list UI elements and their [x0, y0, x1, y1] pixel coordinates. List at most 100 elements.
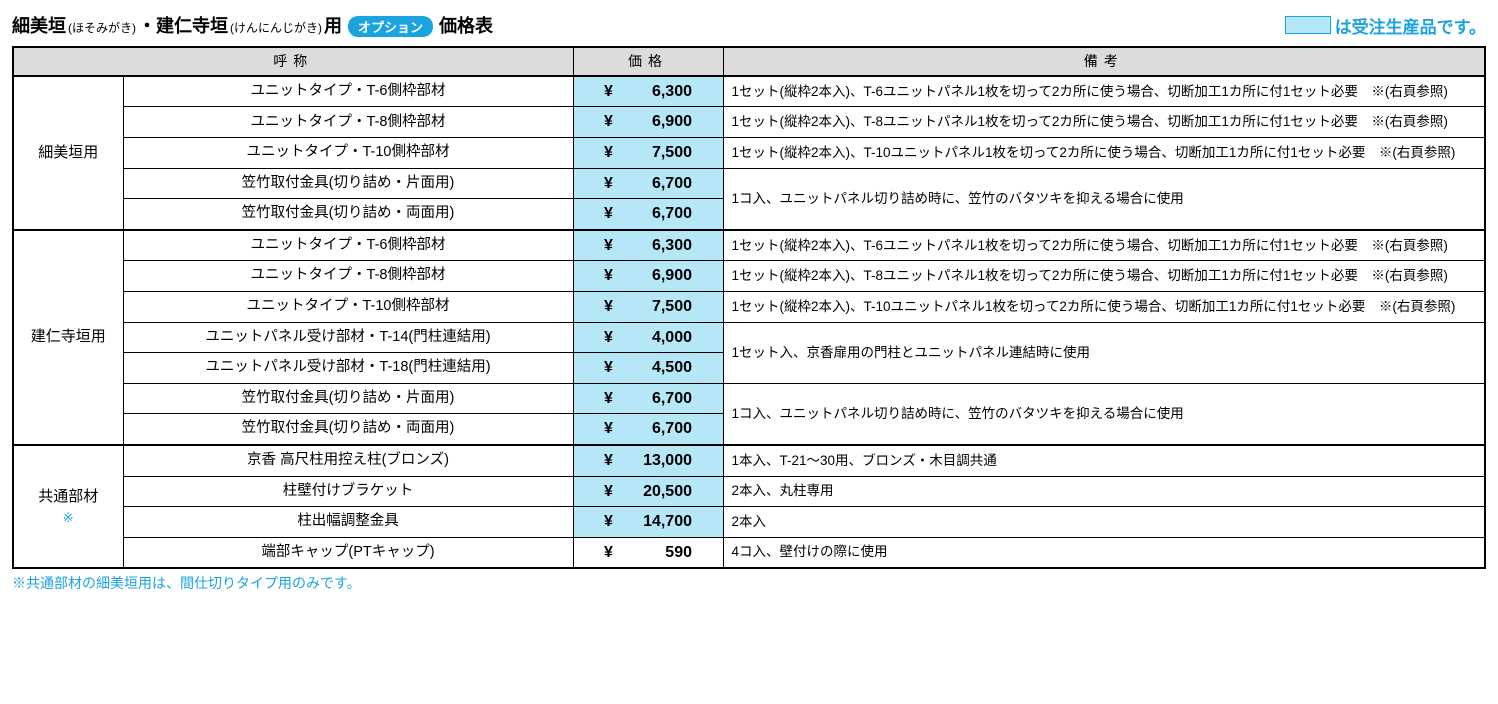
- item-name: 柱壁付けブラケット: [123, 476, 573, 507]
- table-row: 柱出幅調整金具¥14,7002本入: [13, 507, 1485, 538]
- yen-symbol: ¥: [604, 142, 622, 164]
- table-row: 端部キャップ(PTキャップ)¥5904コ入、壁付けの際に使用: [13, 537, 1485, 568]
- title-part-0-ruby: (ほそみがき): [68, 19, 136, 36]
- item-price: ¥13,000: [573, 445, 723, 476]
- table-row: 建仁寺垣用ユニットタイプ・T-6側枠部材¥6,3001セット(縦枠2本入)、T-…: [13, 230, 1485, 261]
- title-part-0-bold: 細美垣: [12, 12, 66, 38]
- category-cell: 建仁寺垣用: [13, 230, 123, 445]
- item-name: 笠竹取付金具(切り詰め・片面用): [123, 383, 573, 414]
- item-name: ユニットタイプ・T-10側枠部材: [123, 292, 573, 323]
- table-row: 笠竹取付金具(切り詰め・片面用)¥6,7001コ入、ユニットパネル切り詰め時に、…: [13, 168, 1485, 199]
- page-title: 細美垣 (ほそみがき) ・建仁寺垣 (けんにんじがき) 用 オプション 価格表: [12, 12, 493, 38]
- item-price: ¥6,900: [573, 107, 723, 138]
- item-note: 4コ入、壁付けの際に使用: [723, 537, 1485, 568]
- col-name-header: 呼称: [13, 47, 573, 76]
- price-amount: 6,700: [622, 203, 692, 225]
- price-amount: 6,700: [622, 388, 692, 410]
- item-name: ユニットパネル受け部材・T-18(門柱連結用): [123, 353, 573, 384]
- item-note: 1セット入、京香扉用の門柱とユニットパネル連結時に使用: [723, 322, 1485, 383]
- item-name: ユニットタイプ・T-8側枠部材: [123, 261, 573, 292]
- title-part-2-bold: 用: [324, 12, 342, 38]
- item-name: 端部キャップ(PTキャップ): [123, 537, 573, 568]
- price-table: 呼称 価格 備考 細美垣用ユニットタイプ・T-6側枠部材¥6,3001セット(縦…: [12, 46, 1486, 569]
- title-suffix: 価格表: [439, 12, 493, 38]
- price-table-body: 細美垣用ユニットタイプ・T-6側枠部材¥6,3001セット(縦枠2本入)、T-6…: [13, 76, 1485, 569]
- item-name: ユニットパネル受け部材・T-14(門柱連結用): [123, 322, 573, 353]
- item-price: ¥7,500: [573, 138, 723, 169]
- item-price: ¥6,300: [573, 230, 723, 261]
- table-row: 柱壁付けブラケット¥20,5002本入、丸柱専用: [13, 476, 1485, 507]
- table-row: 笠竹取付金具(切り詰め・片面用)¥6,7001コ入、ユニットパネル切り詰め時に、…: [13, 383, 1485, 414]
- price-amount: 6,900: [622, 111, 692, 133]
- item-name: 笠竹取付金具(切り詰め・片面用): [123, 168, 573, 199]
- title-part-1-ruby: (けんにんじがき): [230, 19, 322, 36]
- yen-symbol: ¥: [604, 542, 622, 564]
- table-row: ユニットタイプ・T-8側枠部材¥6,9001セット(縦枠2本入)、T-8ユニット…: [13, 261, 1485, 292]
- category-cell: 細美垣用: [13, 76, 123, 230]
- table-row: ユニットタイプ・T-10側枠部材¥7,5001セット(縦枠2本入)、T-10ユニ…: [13, 138, 1485, 169]
- yen-symbol: ¥: [604, 265, 622, 287]
- table-row: 共通部材※京香 高尺柱用控え柱(ブロンズ)¥13,0001本入、T-21～30用…: [13, 445, 1485, 476]
- yen-symbol: ¥: [604, 388, 622, 410]
- item-note: 1本入、T-21～30用、ブロンズ・木目調共通: [723, 445, 1485, 476]
- price-amount: 4,000: [622, 327, 692, 349]
- price-amount: 13,000: [622, 450, 692, 472]
- item-note: 1セット(縦枠2本入)、T-8ユニットパネル1枚を切って2カ所に使う場合、切断加…: [723, 261, 1485, 292]
- item-name: 笠竹取付金具(切り詰め・両面用): [123, 199, 573, 230]
- item-price: ¥14,700: [573, 507, 723, 538]
- yen-symbol: ¥: [604, 235, 622, 257]
- table-row: 細美垣用ユニットタイプ・T-6側枠部材¥6,3001セット(縦枠2本入)、T-6…: [13, 76, 1485, 107]
- yen-symbol: ¥: [604, 173, 622, 195]
- category-cell: 共通部材 ※: [13, 445, 123, 568]
- item-name: 笠竹取付金具(切り詰め・両面用): [123, 414, 573, 445]
- price-amount: 4,500: [622, 357, 692, 379]
- category-label: 建仁寺垣用: [31, 328, 106, 345]
- header-row: 細美垣 (ほそみがき) ・建仁寺垣 (けんにんじがき) 用 オプション 価格表 …: [12, 12, 1486, 38]
- price-amount: 7,500: [622, 296, 692, 318]
- item-name: ユニットタイプ・T-6側枠部材: [123, 76, 573, 107]
- price-amount: 7,500: [622, 142, 692, 164]
- price-amount: 6,900: [622, 265, 692, 287]
- yen-symbol: ¥: [604, 111, 622, 133]
- item-price: ¥7,500: [573, 292, 723, 323]
- item-price: ¥6,900: [573, 261, 723, 292]
- item-note: 1セット(縦枠2本入)、T-8ユニットパネル1枚を切って2カ所に使う場合、切断加…: [723, 107, 1485, 138]
- yen-symbol: ¥: [604, 450, 622, 472]
- item-name: 京香 高尺柱用控え柱(ブロンズ): [123, 445, 573, 476]
- yen-symbol: ¥: [604, 357, 622, 379]
- table-row: ユニットタイプ・T-10側枠部材¥7,5001セット(縦枠2本入)、T-10ユニ…: [13, 292, 1485, 323]
- col-price-header: 価格: [573, 47, 723, 76]
- item-note: 1セット(縦枠2本入)、T-10ユニットパネル1枚を切って2カ所に使う場合、切断…: [723, 138, 1485, 169]
- price-amount: 20,500: [622, 481, 692, 503]
- legend-swatch-icon: [1285, 16, 1331, 34]
- item-price: ¥6,700: [573, 383, 723, 414]
- category-label: 共通部材: [38, 488, 98, 505]
- price-amount: 6,700: [622, 418, 692, 440]
- table-row: ユニットパネル受け部材・T-14(門柱連結用)¥4,0001セット入、京香扉用の…: [13, 322, 1485, 353]
- item-note: 1コ入、ユニットパネル切り詰め時に、笠竹のバタツキを抑える場合に使用: [723, 383, 1485, 445]
- table-header-row: 呼称 価格 備考: [13, 47, 1485, 76]
- yen-symbol: ¥: [604, 81, 622, 103]
- item-price: ¥20,500: [573, 476, 723, 507]
- item-note: 2本入、丸柱専用: [723, 476, 1485, 507]
- item-price: ¥6,700: [573, 168, 723, 199]
- item-note: 1セット(縦枠2本入)、T-6ユニットパネル1枚を切って2カ所に使う場合、切断加…: [723, 230, 1485, 261]
- item-price: ¥6,700: [573, 414, 723, 445]
- item-price: ¥4,500: [573, 353, 723, 384]
- category-note: ※: [22, 509, 115, 527]
- item-price: ¥6,700: [573, 199, 723, 230]
- yen-symbol: ¥: [604, 418, 622, 440]
- item-name: 柱出幅調整金具: [123, 507, 573, 538]
- option-badge: オプション: [348, 16, 433, 37]
- price-amount: 6,700: [622, 173, 692, 195]
- col-note-header: 備考: [723, 47, 1485, 76]
- yen-symbol: ¥: [604, 481, 622, 503]
- yen-symbol: ¥: [604, 327, 622, 349]
- item-note: 1セット(縦枠2本入)、T-10ユニットパネル1枚を切って2カ所に使う場合、切断…: [723, 292, 1485, 323]
- item-name: ユニットタイプ・T-10側枠部材: [123, 138, 573, 169]
- item-name: ユニットタイプ・T-6側枠部材: [123, 230, 573, 261]
- legend: は受注生産品です。: [1285, 13, 1486, 38]
- title-part-1-bold: ・建仁寺垣: [138, 12, 228, 38]
- yen-symbol: ¥: [604, 296, 622, 318]
- footnote: ※共通部材の細美垣用は、間仕切りタイプ用のみです。: [12, 573, 1486, 593]
